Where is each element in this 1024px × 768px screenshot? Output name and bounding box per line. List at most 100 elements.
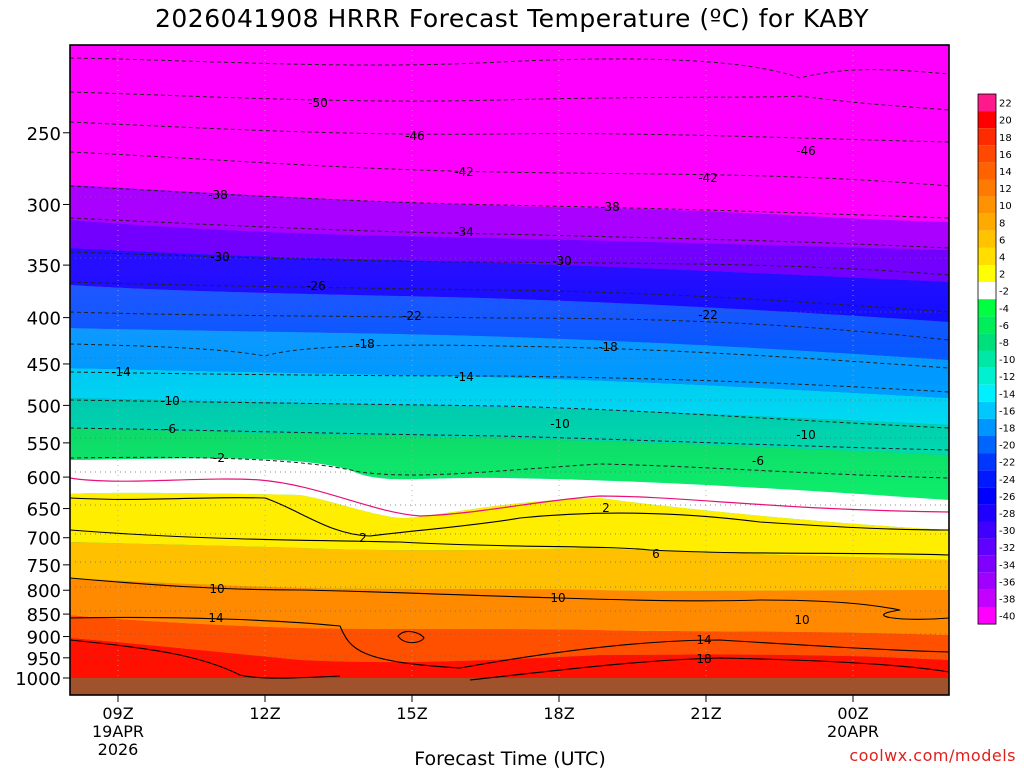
colorbar-swatch [978, 179, 996, 197]
colorbar-swatch [978, 316, 996, 334]
colorbar-swatch [978, 196, 996, 214]
negative-contours [69, 57, 950, 479]
contour-label: -30 [552, 254, 572, 268]
band-skyblue [70, 328, 949, 398]
pressure-axis: 2503003504004505005506006507007508008509… [15, 124, 70, 690]
contour-label: -26 [306, 279, 326, 293]
band-orange [70, 578, 949, 635]
contour-labels: -50 -46 -46 -42 -42 -38 -38 -34 -30 -30 … [111, 96, 816, 666]
colorbar-label: -36 [999, 577, 1015, 588]
contour-label: 2 [359, 531, 367, 545]
contour-label: -30 [210, 250, 230, 264]
colorbar-label: -18 [999, 423, 1015, 434]
y-tick-label: 450 [27, 355, 61, 376]
colorbar-swatch [978, 282, 996, 300]
band-gold [70, 542, 949, 591]
colorbar-swatch [978, 418, 996, 436]
colorbar-label: -2 [999, 287, 1009, 298]
contour-label: -18 [355, 337, 375, 351]
contour-label: -2 [213, 451, 225, 465]
colorbar-label: -14 [999, 389, 1015, 400]
contour-label: -10 [796, 428, 816, 442]
y-tick-label: 500 [27, 396, 61, 417]
time-gridlines [117, 45, 854, 678]
y-tick-label: 800 [27, 581, 61, 602]
colorbar-label: -16 [999, 406, 1015, 417]
colorbar-swatch [978, 453, 996, 471]
band-purple [70, 185, 949, 250]
contour-label: -34 [454, 225, 474, 239]
contour-label: 14 [208, 611, 223, 625]
colorbar-label: -12 [999, 372, 1015, 383]
colorbar-label: 20 [999, 116, 1012, 127]
x-tick-date: 19APR [92, 722, 144, 741]
colorbar-swatch [978, 247, 996, 265]
contour-label: -6 [164, 422, 176, 436]
colorbar-label: 2 [999, 270, 1005, 281]
colorbar-label: -8 [999, 338, 1009, 349]
contour-label: -42 [454, 165, 474, 179]
y-tick-label: 350 [27, 256, 61, 277]
y-tick-label: 750 [27, 556, 61, 577]
y-tick-label: 1000 [15, 669, 61, 690]
x-tick-label: 21Z [690, 704, 721, 723]
contour-label: -18 [598, 340, 618, 354]
y-tick-label: 950 [27, 649, 61, 670]
colorbar-swatch [978, 128, 996, 146]
colorbar-swatch [978, 94, 996, 112]
colorbar-swatch [978, 470, 996, 488]
x-tick-label: 18Z [543, 704, 574, 723]
contour-label: 10 [550, 591, 565, 605]
x-tick-year: 2026 [98, 740, 139, 759]
contour-label: -46 [405, 129, 425, 143]
band-blue [70, 248, 949, 322]
plot-frame [69, 44, 950, 696]
x-tick-label: 12Z [249, 704, 280, 723]
contour-label: -14 [111, 365, 131, 379]
contour-label: -10 [160, 394, 180, 408]
y-tick-label: 400 [27, 309, 61, 330]
band-yellow [70, 492, 949, 560]
contour-label: -14 [454, 370, 474, 384]
colorbar-swatch [978, 521, 996, 539]
y-tick-label: 650 [27, 500, 61, 521]
colorbar-swatch [978, 487, 996, 505]
contour-label: 18 [696, 652, 711, 666]
contour-label: -10 [550, 417, 570, 431]
x-tick-label: 15Z [396, 704, 427, 723]
x-axis-title: Forecast Time (UTC) [414, 748, 605, 768]
contour-label: 2 [602, 501, 610, 515]
y-tick-label: 600 [27, 468, 61, 489]
colorbar-label: -40 [999, 612, 1015, 623]
colorbar-swatch [978, 333, 996, 351]
source-credit: coolwx.com/models [849, 746, 1016, 765]
band-cyan [70, 368, 949, 425]
x-tick-label: 09Z [102, 704, 133, 723]
chart-title: 2026041908 HRRR Forecast Temperature (ºC… [154, 4, 870, 33]
colorbar-swatch [978, 436, 996, 454]
colorbar-label: 12 [999, 184, 1012, 195]
colorbar-swatch [978, 213, 996, 231]
colorbar-label: -34 [999, 560, 1015, 571]
colorbar-swatch [978, 384, 996, 402]
colorbar-frame [977, 93, 997, 625]
x-tick-label: 00Z [837, 704, 868, 723]
colorbar-label: -38 [999, 594, 1015, 605]
colorbar-label: 18 [999, 133, 1012, 144]
contour-label: -22 [698, 308, 718, 322]
band-green [70, 428, 949, 500]
freezing-level-line [69, 477, 950, 517]
colorbar-label: -22 [999, 458, 1015, 469]
colorbar-label: 4 [999, 252, 1005, 263]
y-tick-label: 900 [27, 628, 61, 649]
contour-label: -22 [402, 309, 422, 323]
colorbar-label: -30 [999, 526, 1015, 537]
colorbar-label: -4 [999, 304, 1009, 315]
contour-label: 6 [652, 547, 660, 561]
colorbar-swatch [978, 145, 996, 163]
colorbar-swatch [978, 538, 996, 556]
colorbar-label: 10 [999, 201, 1012, 212]
colorbar-swatch [978, 162, 996, 180]
colorbar-label: -20 [999, 441, 1015, 452]
y-tick-label: 700 [27, 529, 61, 550]
